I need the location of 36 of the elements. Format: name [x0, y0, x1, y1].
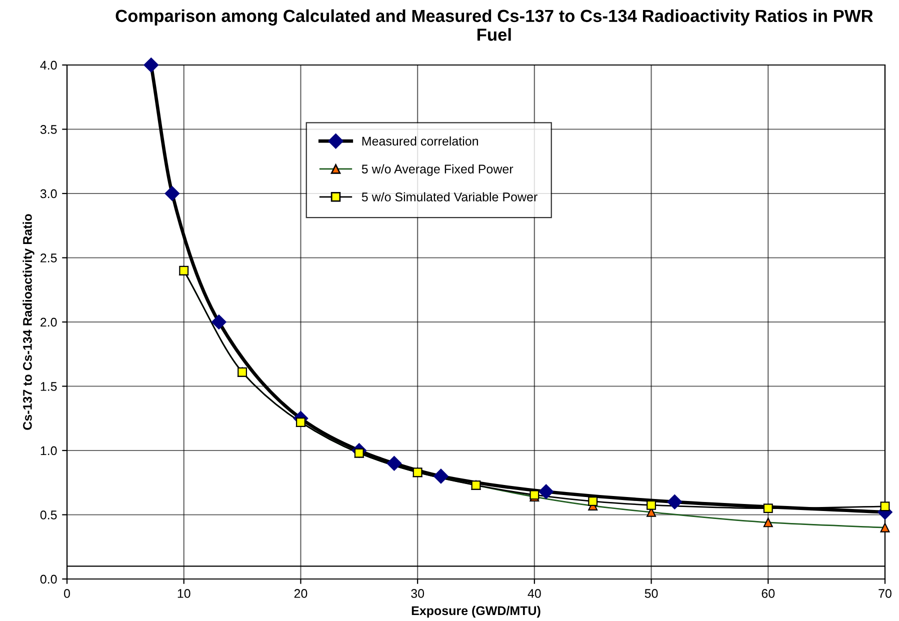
x-tick-label: 30 — [411, 589, 424, 598]
legend-label: 5 w/o Average Fixed Power — [362, 164, 514, 176]
x-axis-title: Exposure (GWD/MTU) — [412, 606, 540, 618]
legend-label: Measured correlation — [362, 136, 478, 146]
legend-label: 5 w/o Simulated Variable Power — [362, 192, 538, 202]
point — [144, 58, 159, 72]
y-tick-label: 3.0 — [40, 189, 57, 198]
y-tick-label: 2.0 — [40, 318, 57, 327]
x-tick-label: 60 — [762, 589, 775, 598]
point — [880, 502, 890, 512]
x-tick-label: 0 — [64, 589, 70, 598]
point — [763, 504, 773, 514]
x-tick-label: 40 — [528, 589, 541, 598]
x-tick-label: 70 — [878, 589, 892, 598]
point — [164, 186, 180, 201]
y-tick-label: 0.0 — [40, 574, 57, 584]
point — [538, 484, 554, 500]
x-tick-label: 20 — [294, 589, 308, 598]
y-tick-label: 0.5 — [40, 510, 57, 520]
point — [667, 494, 682, 510]
y-tick-label: 4.0 — [40, 60, 57, 70]
y-tick-label: 1.5 — [40, 382, 57, 391]
x-tick-label: 10 — [178, 589, 190, 598]
point — [646, 500, 656, 510]
y-tick-label: 2.5 — [40, 254, 57, 262]
y-axis-title: Cs-137 to Cs-134 Radioactivity Ratio — [22, 214, 34, 430]
point — [763, 518, 773, 528]
y-tick-label: 1.0 — [40, 446, 57, 456]
y-tick-label: 3.5 — [40, 125, 57, 134]
point — [880, 522, 890, 532]
point — [588, 496, 598, 506]
chart-title: Comparison among Calculated and Measured Cs-137 to Cs-134 Radioactivity Ratios in PWR Fuel — [116, 9, 873, 41]
point — [434, 468, 448, 484]
x-tick-label: 50 — [644, 589, 658, 598]
point — [386, 456, 402, 471]
point — [211, 314, 226, 330]
